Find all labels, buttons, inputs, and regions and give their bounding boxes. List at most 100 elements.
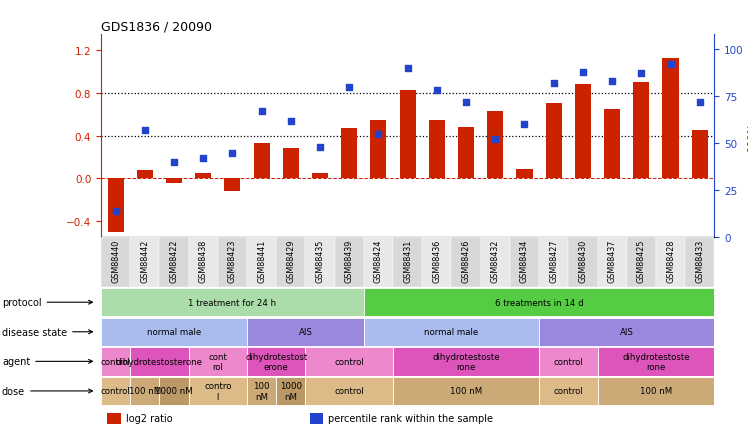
- Text: GSM88436: GSM88436: [432, 239, 441, 283]
- Text: 6 treatments in 14 d: 6 treatments in 14 d: [494, 298, 583, 307]
- Text: dihydrotestoste
rone: dihydrotestoste rone: [432, 352, 500, 371]
- Bar: [310, 413, 323, 424]
- Bar: [598, 377, 714, 405]
- Point: [285, 118, 297, 125]
- Bar: [429, 120, 445, 179]
- Bar: [224, 179, 240, 192]
- Bar: [276, 238, 305, 288]
- Text: GSM88442: GSM88442: [141, 239, 150, 283]
- Bar: [101, 288, 364, 317]
- Bar: [247, 238, 276, 288]
- Bar: [539, 238, 568, 288]
- Bar: [516, 169, 533, 179]
- Text: normal male: normal male: [424, 328, 479, 336]
- Bar: [101, 347, 130, 376]
- Bar: [312, 174, 328, 179]
- Text: AIS: AIS: [620, 328, 634, 336]
- Point: [139, 127, 151, 134]
- Text: agent: agent: [2, 357, 93, 366]
- Bar: [458, 128, 474, 179]
- Point: [197, 155, 209, 162]
- Bar: [539, 318, 714, 346]
- Text: GSM88430: GSM88430: [578, 239, 587, 283]
- Point: [664, 61, 676, 68]
- Text: GSM88426: GSM88426: [462, 239, 470, 283]
- Text: control: control: [334, 357, 364, 366]
- Bar: [107, 413, 120, 424]
- Bar: [108, 179, 123, 233]
- Bar: [364, 318, 539, 346]
- Bar: [510, 238, 539, 288]
- Point: [548, 80, 560, 87]
- Text: dihydrotestoste
rone: dihydrotestoste rone: [622, 352, 690, 371]
- Text: GSM88429: GSM88429: [286, 239, 295, 283]
- Text: 1 treatment for 24 h: 1 treatment for 24 h: [188, 298, 277, 307]
- Bar: [598, 238, 627, 288]
- Text: contro
l: contro l: [204, 381, 231, 401]
- Text: GSM88440: GSM88440: [111, 239, 120, 283]
- Bar: [627, 238, 656, 288]
- Bar: [254, 144, 269, 179]
- Bar: [130, 377, 159, 405]
- Bar: [218, 238, 247, 288]
- Bar: [137, 171, 153, 179]
- Bar: [364, 238, 393, 288]
- Text: GSM88423: GSM88423: [228, 239, 237, 283]
- Text: GSM88439: GSM88439: [345, 239, 354, 283]
- Text: 100 nM: 100 nM: [640, 387, 672, 395]
- Bar: [393, 238, 423, 288]
- Text: control: control: [334, 387, 364, 395]
- Text: GSM88431: GSM88431: [403, 239, 412, 283]
- Bar: [568, 238, 598, 288]
- Bar: [634, 83, 649, 179]
- Text: AIS: AIS: [298, 328, 313, 336]
- Bar: [393, 377, 539, 405]
- Text: GSM88435: GSM88435: [316, 239, 325, 283]
- Text: control: control: [554, 357, 583, 366]
- Text: 1000 nM: 1000 nM: [155, 387, 193, 395]
- Point: [635, 71, 647, 78]
- Bar: [692, 131, 708, 179]
- Text: GSM88432: GSM88432: [491, 239, 500, 283]
- Text: 100 nM: 100 nM: [129, 387, 161, 395]
- Text: disease state: disease state: [2, 327, 93, 337]
- Text: 100
nM: 100 nM: [254, 381, 270, 401]
- Point: [314, 144, 326, 151]
- Bar: [370, 120, 387, 179]
- Bar: [575, 85, 591, 179]
- Bar: [364, 288, 714, 317]
- Point: [373, 131, 384, 138]
- Bar: [166, 179, 182, 183]
- Bar: [159, 238, 188, 288]
- Text: log2 ratio: log2 ratio: [126, 413, 172, 423]
- Text: protocol: protocol: [2, 298, 93, 307]
- Point: [489, 137, 501, 144]
- Point: [693, 99, 705, 106]
- Text: dihydrotestost
erone: dihydrotestost erone: [245, 352, 307, 371]
- Text: GSM88438: GSM88438: [199, 239, 208, 283]
- Text: dose: dose: [2, 386, 93, 396]
- Point: [431, 88, 443, 95]
- Bar: [276, 377, 305, 405]
- Bar: [283, 149, 299, 179]
- Bar: [130, 238, 159, 288]
- Bar: [305, 347, 393, 376]
- Bar: [188, 238, 218, 288]
- Text: cont
rol: cont rol: [209, 352, 227, 371]
- Point: [402, 65, 414, 72]
- Text: GDS1836 / 20090: GDS1836 / 20090: [101, 20, 212, 33]
- Text: GSM88428: GSM88428: [666, 239, 675, 283]
- Bar: [195, 174, 211, 179]
- Bar: [685, 238, 714, 288]
- Text: GSM88422: GSM88422: [170, 239, 179, 283]
- Bar: [604, 109, 620, 179]
- Text: 100 nM: 100 nM: [450, 387, 482, 395]
- Point: [256, 108, 268, 115]
- Bar: [247, 347, 305, 376]
- Point: [110, 208, 122, 215]
- Text: control: control: [554, 387, 583, 395]
- Point: [577, 69, 589, 76]
- Bar: [481, 238, 510, 288]
- Y-axis label: 100%: 100%: [747, 122, 748, 151]
- Bar: [545, 104, 562, 179]
